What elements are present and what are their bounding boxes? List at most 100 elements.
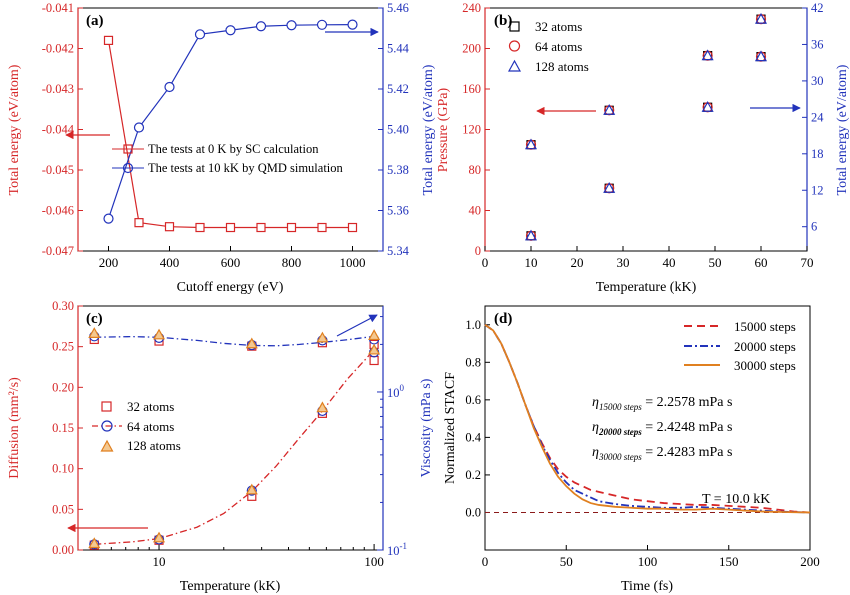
diffusion-point <box>369 355 379 366</box>
data-point <box>255 21 267 32</box>
panel-c-legend-64: 64 atoms <box>127 419 174 434</box>
y-tick-label: 0.6 <box>465 393 481 407</box>
data-point <box>256 222 266 233</box>
x-tick-label: 0 <box>482 255 489 270</box>
x-tick-label: 200 <box>99 255 119 270</box>
panel-a: (a) 200 400 600 800 1000 -0.047 -0.046 -0.045 -… <box>7 1 436 295</box>
y-tick-label-right: 5.38 <box>387 163 409 177</box>
x-tick-label: 100 <box>364 554 384 569</box>
y-tick-label-right: 5.34 <box>387 244 410 258</box>
panel-b-frame <box>484 7 808 252</box>
y-tick-label-right: 6 <box>811 220 817 234</box>
panel-b-xlabel: Temperature (kK) <box>596 280 697 295</box>
x-tick-label: 30 <box>617 255 630 270</box>
y-tick-label-right: 24 <box>811 110 824 124</box>
diffusion-point <box>153 531 166 543</box>
y-tick-label-right: 30 <box>811 74 824 88</box>
x-tick-label: 150 <box>719 554 739 569</box>
x-tick-label: 20 <box>571 255 584 270</box>
data-point <box>164 81 175 93</box>
y-tick-label-right: 36 <box>811 37 824 51</box>
y-tick-label-left: -0.045 <box>42 163 74 177</box>
panel-d-y-ticks: 0.0 0.2 0.4 0.6 0.8 1.0 <box>465 318 490 519</box>
x-tick-label: 10 <box>153 554 166 569</box>
panel-b-legend: 32 atoms 64 atoms 128 atoms <box>507 19 589 74</box>
y-tick-label-left: 240 <box>462 1 481 15</box>
x-tick-label: 600 <box>221 255 241 270</box>
panel-c: (c) 10 100 0.00 0.05 0.10 0.15 0.20 0.25 0.30 1… <box>7 299 434 594</box>
data-point <box>603 104 616 115</box>
y-tick-label-left: 0.30 <box>52 299 74 313</box>
y-tick-label-right: 5.44 <box>387 42 410 56</box>
y-tick-label-left: 0.00 <box>52 543 74 557</box>
y-tick-label-right: 5.40 <box>387 123 409 137</box>
data-point <box>754 12 768 24</box>
stacf-line <box>484 324 811 514</box>
panel-d-ylabel: Normalized STACF <box>443 372 458 484</box>
panel-a-legend-sc: The tests at 0 K by SC calculation <box>148 142 319 156</box>
data-point <box>286 20 297 31</box>
panel-a-x-ticks: 200 400 600 800 1000 <box>99 246 366 270</box>
panel-b-legend-64: 64 atoms <box>535 39 582 54</box>
y-tick-label-right: 100 <box>387 383 405 400</box>
panel-b: (b) 0 10 20 30 40 50 60 70 0 40 80 120 160 200 240 6 1… <box>436 1 850 295</box>
y-tick-label-left: -0.041 <box>42 1 74 15</box>
y-tick-label: 0.4 <box>465 430 481 444</box>
y-tick-label-right: 12 <box>811 183 824 197</box>
x-tick-label: 10 <box>525 255 538 270</box>
panel-b-ylabel-left: Pressure (GPa) <box>436 87 451 172</box>
data-point <box>701 100 714 112</box>
panel-c-frame <box>77 305 384 551</box>
diffusion-point <box>88 537 101 549</box>
data-point <box>225 25 236 36</box>
data-point <box>347 19 358 30</box>
panel-d-legend-15000: 15000 steps <box>734 319 796 334</box>
y-tick-label-right: 18 <box>811 147 824 161</box>
x-tick-label: 0 <box>482 554 489 569</box>
data-point <box>701 49 714 61</box>
panel-d-eta-annotations: η15000 steps = 2.2578 mPa s η20000 steps… <box>592 395 770 507</box>
y-tick-label-left: 0 <box>475 244 481 258</box>
y-tick-label-left: 80 <box>469 163 482 177</box>
data-point <box>286 222 297 233</box>
data-point <box>754 50 768 62</box>
panel-a-series <box>103 19 358 233</box>
y-tick-label: 0.0 <box>465 505 481 519</box>
data-point <box>103 35 114 46</box>
panel-c-left-ticks: 0.00 0.05 0.10 0.15 0.20 0.25 0.30 <box>52 299 83 557</box>
x-tick-label: 800 <box>282 255 302 270</box>
panel-a-ylabel-right: Total energy (eV/atom) <box>421 64 436 195</box>
y-tick-label-left: 0.15 <box>52 421 74 435</box>
x-tick-label: 60 <box>755 255 768 270</box>
x-tick-label: 100 <box>638 554 658 569</box>
data-point <box>133 122 145 133</box>
y-tick-label-right: 5.36 <box>387 204 409 218</box>
y-tick-label: 0.2 <box>465 468 481 482</box>
y-tick-label-left: -0.043 <box>42 82 74 96</box>
stacf-line <box>484 324 811 514</box>
viscosity-point <box>316 331 329 343</box>
panel-c-ylabel-right: Viscosity (mPa s) <box>419 378 434 477</box>
panel-c-x-ticks: 10 100 <box>93 544 384 569</box>
data-point <box>316 19 328 30</box>
panel-a-left-ticks: -0.047-0.046-0.045-0.044-0.043-0.042-0.0… <box>42 1 83 258</box>
y-tick-label-right: 42 <box>811 1 824 15</box>
panel-c-right-ticks: 10-1 100 <box>377 316 407 558</box>
diffusion-point <box>316 401 329 413</box>
panel-b-series <box>524 12 768 241</box>
panel-d-xlabel: Time (fs) <box>621 579 673 594</box>
panel-a-right-ticks: 5.34 5.36 5.38 5.40 5.42 5.44 5.46 <box>378 1 410 258</box>
panel-c-legend-32: 32 atoms <box>127 399 174 414</box>
viscosity-fit-line <box>94 335 375 347</box>
panel-d: (d) 0 50 100 150 200 0.0 0.2 0.4 0.6 0.8 1.0 Time… <box>443 305 820 594</box>
y-tick-label-right: 5.42 <box>387 82 409 96</box>
panel-b-legend-32: 32 atoms <box>535 19 582 34</box>
panel-b-left-ticks: 0 40 80 120 160 200 240 <box>462 1 490 258</box>
y-tick-label-left: 120 <box>462 123 481 137</box>
data-point <box>317 222 327 233</box>
panel-c-legend-128: 128 atoms <box>127 438 181 453</box>
viscosity-point <box>88 327 101 338</box>
x-tick-label: 1000 <box>340 255 366 270</box>
diffusion-point <box>245 483 258 495</box>
